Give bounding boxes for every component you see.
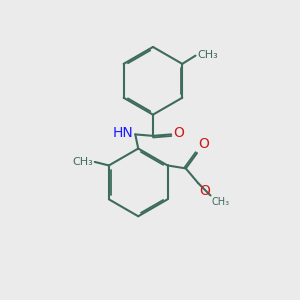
Text: CH₃: CH₃ <box>72 157 93 167</box>
Text: CH₃: CH₃ <box>212 197 230 207</box>
Text: O: O <box>173 126 184 140</box>
Text: O: O <box>199 184 210 198</box>
Text: HN: HN <box>112 126 133 140</box>
Text: CH₃: CH₃ <box>197 50 218 60</box>
Text: O: O <box>198 137 209 151</box>
